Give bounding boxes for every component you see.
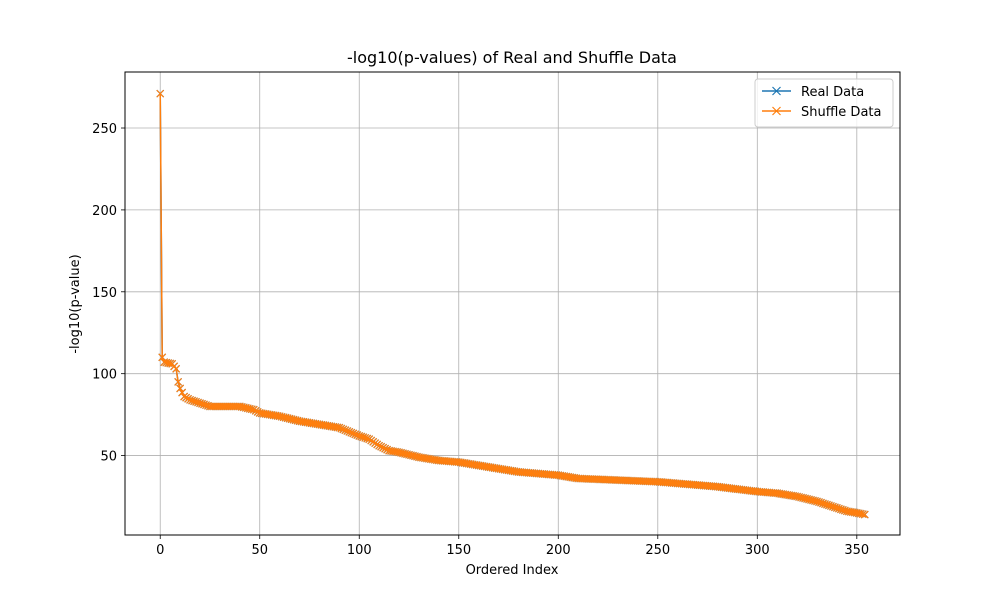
x-tick-label: 0 [156, 543, 164, 558]
data-point-marker [345, 427, 354, 436]
data-point-marker [247, 405, 256, 414]
data-point-marker [858, 510, 867, 519]
y-axis-ticks: 50 100 150 200 250 [92, 122, 125, 465]
data-point-marker [174, 377, 183, 386]
data-point-marker [363, 434, 372, 443]
x-axis-label: Ordered Index [466, 563, 559, 578]
data-point-marker [351, 430, 360, 439]
legend: Real Data Shuffle Data [754, 78, 894, 128]
data-point-marker [339, 425, 348, 434]
data-point-marker [349, 429, 358, 438]
x-tick-label: 200 [546, 543, 571, 558]
data-point-marker [180, 392, 189, 401]
x-tick-label: 150 [446, 543, 471, 558]
data-point-marker [251, 406, 260, 415]
x-tick-label: 100 [347, 543, 372, 558]
data-point-marker [182, 393, 191, 402]
legend-label: Shuffle Data [801, 105, 881, 120]
plot-frame [124, 71, 901, 536]
data-point-marker [156, 89, 165, 98]
legend-label: Real Data [801, 85, 864, 100]
data-point-marker [347, 428, 356, 437]
series-shuffle-data [156, 89, 869, 519]
y-tick-label: 150 [92, 286, 117, 301]
data-point-marker [377, 442, 386, 451]
x-axis-ticks: 0 50 100 150 200 250 300 350 [156, 535, 869, 558]
grid [125, 72, 900, 535]
data-point-marker [341, 426, 350, 435]
legend-entry: Real Data [762, 85, 864, 100]
data-point-marker [176, 384, 185, 393]
data-point-marker [178, 388, 187, 397]
data-point-marker [249, 405, 258, 414]
data-point-marker [860, 510, 869, 519]
x-tick-label: 300 [745, 543, 770, 558]
x-tick-label: 350 [844, 543, 869, 558]
x-tick-label: 250 [645, 543, 670, 558]
y-tick-label: 200 [92, 204, 117, 219]
data-point-marker [381, 444, 390, 453]
data-point-marker [337, 424, 346, 433]
legend-entry: Shuffle Data [762, 105, 881, 120]
data-point-marker [335, 423, 344, 432]
data-point-marker [172, 364, 181, 373]
y-axis-label: -log10(p-value) [68, 254, 83, 353]
data-point-marker [379, 443, 388, 452]
legend-marker [772, 86, 781, 96]
data-point-marker [184, 394, 193, 403]
series-layer [156, 89, 869, 519]
legend-marker [772, 106, 781, 116]
data-point-marker [343, 427, 352, 435]
y-tick-label: 250 [92, 122, 117, 137]
chart-title: -log10(p-values) of Real and Shuffle Dat… [347, 48, 677, 67]
y-tick-label: 50 [100, 450, 117, 465]
data-point-marker [375, 441, 384, 450]
data-point-marker [158, 353, 167, 362]
x-tick-label: 50 [251, 543, 268, 558]
y-tick-label: 100 [92, 368, 117, 383]
